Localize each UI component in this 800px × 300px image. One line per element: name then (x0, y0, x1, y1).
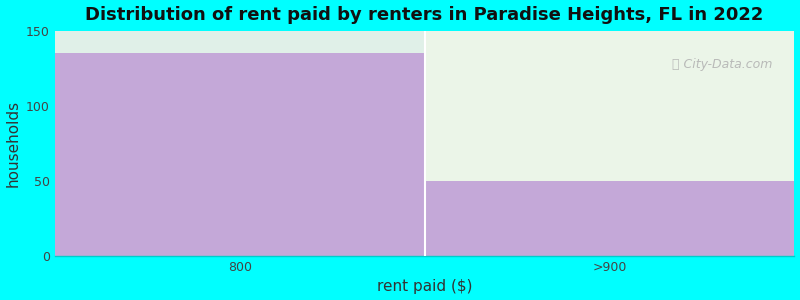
Bar (425, 181, 794, 256)
Bar (55, 31, 425, 53)
Y-axis label: households: households (6, 100, 21, 187)
Bar (425, 31, 794, 181)
Text: ⓘ City-Data.com: ⓘ City-Data.com (672, 58, 772, 71)
X-axis label: rent paid ($): rent paid ($) (377, 279, 472, 294)
Bar (55, 53, 425, 256)
Title: Distribution of rent paid by renters in Paradise Heights, FL in 2022: Distribution of rent paid by renters in … (86, 6, 764, 24)
